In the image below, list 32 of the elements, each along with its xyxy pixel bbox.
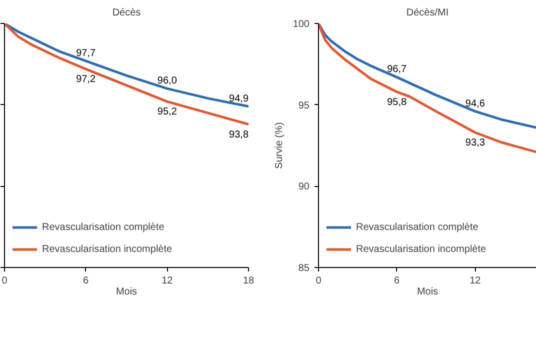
x-tick-label: 0 (316, 276, 322, 286)
legend-label: Revascularisation incomplète (42, 244, 172, 254)
annotation: 94,6 (465, 98, 486, 110)
x-tick-label: 6 (83, 276, 90, 286)
x-tick-label: 18 (242, 276, 254, 286)
annotation: 97,7 (76, 48, 96, 59)
x-tick-label: 12 (162, 276, 174, 286)
x-tick-label: 0 (2, 276, 8, 286)
y-tick-label: 90 (298, 182, 310, 193)
chart-title: Décès/MI (406, 8, 449, 18)
y-tick-label: 100 (292, 19, 310, 30)
line-series (318, 24, 536, 154)
chart-title: Décès (112, 8, 141, 18)
x-tick-label: 6 (394, 276, 400, 286)
legend-label: Revascularisation complète (42, 222, 164, 232)
annotation: 95,8 (387, 96, 407, 108)
legend-label: Revascularisation complète (356, 222, 478, 232)
annotation: 96,7 (387, 64, 407, 76)
annotation: 95,2 (157, 106, 178, 118)
annotation: 97,2 (76, 74, 96, 86)
line-series (318, 24, 536, 129)
annotation: 96,0 (157, 76, 178, 87)
x-axis-title: Mois (116, 286, 138, 298)
y-axis-title: Survie (%) (274, 122, 285, 169)
legend-label: Revascularisation incomplète (356, 244, 486, 254)
annotation: 93,3 (465, 137, 486, 148)
x-axis-title: Mois (416, 286, 438, 298)
y-tick-label: 95 (298, 100, 310, 112)
annotation: 94,9 (229, 93, 249, 104)
annotation: 93,8 (229, 129, 249, 140)
x-tick-label: 12 (470, 276, 482, 286)
y-tick-label: 85 (298, 263, 310, 274)
